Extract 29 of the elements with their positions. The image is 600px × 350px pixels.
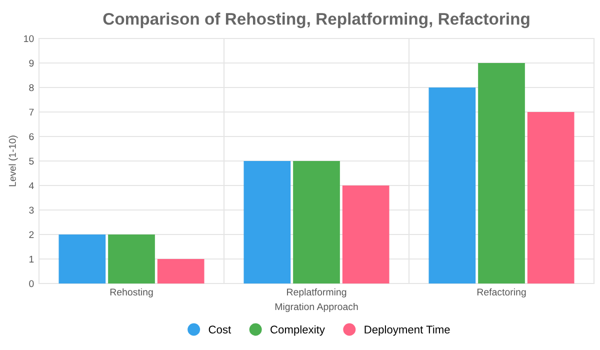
legend-label: Complexity: [270, 325, 325, 336]
x-tick-label: Replatforming: [287, 288, 346, 298]
y-tick-label: 1: [29, 256, 34, 263]
y-tick-label: 4: [28, 182, 34, 190]
x-tick-label: Refactoring: [477, 288, 526, 298]
y-tick-label: 5: [29, 158, 34, 165]
y-tick-label: 2: [29, 231, 34, 238]
y-axis-title: Level (1-10): [8, 136, 18, 186]
bar: [58, 234, 106, 284]
x-axis-title: Migration Approach: [275, 302, 358, 312]
y-tick-label: 6: [29, 133, 34, 140]
chart-title: Comparison of Rehosting, Replatforming, Refactoring: [103, 12, 530, 28]
x-tick-label: Rehosting: [110, 288, 153, 298]
bar: [428, 88, 476, 284]
bar: [342, 186, 390, 284]
y-tick-label: 8: [29, 84, 34, 92]
y-tick-label: 10: [24, 35, 34, 42]
bar: [108, 234, 155, 284]
y-tick-label: 0: [29, 280, 34, 288]
legend-label: Cost: [208, 326, 232, 334]
bar: [244, 161, 291, 284]
legend-label: Deployment Time: [364, 325, 450, 336]
y-tick-label: 7: [29, 108, 34, 116]
bar: [478, 63, 525, 284]
y-tick-label: 3: [29, 206, 34, 214]
bar: [293, 161, 340, 284]
bar: [157, 259, 204, 284]
y-tick-label: 9: [29, 60, 34, 67]
bar: [527, 112, 574, 284]
